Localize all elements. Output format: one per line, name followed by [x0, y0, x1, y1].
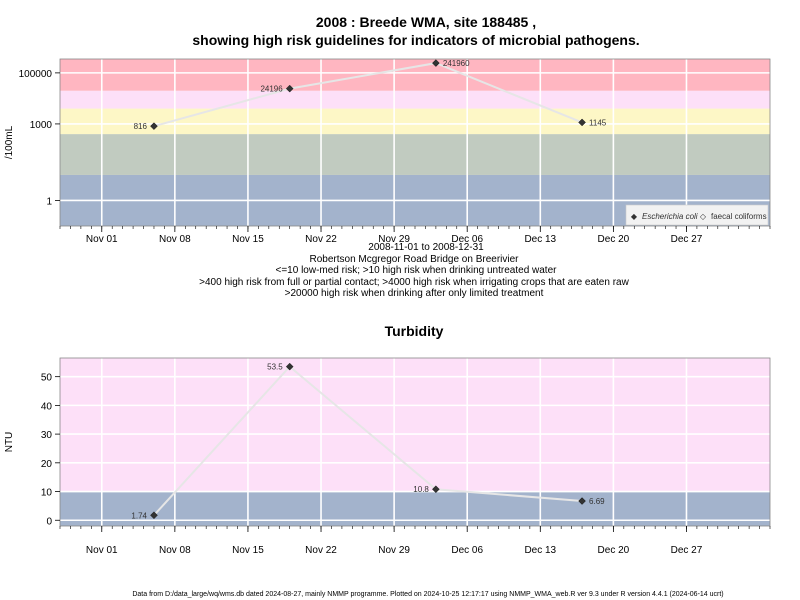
data-label: 241960	[443, 59, 470, 68]
data-label: 10.8	[413, 485, 429, 494]
x-tick-label: Nov 08	[159, 234, 191, 245]
chart1-title-line2: showing high risk guidelines for indicat…	[192, 32, 639, 48]
risk-band	[60, 358, 770, 492]
y-tick-label: 1	[46, 196, 52, 207]
x-tick-label: Dec 27	[671, 545, 703, 556]
y-tick-label: 50	[41, 373, 53, 384]
data-label: 6.69	[589, 497, 605, 506]
risk-band	[60, 59, 770, 91]
x-tick-label: Nov 22	[305, 545, 337, 556]
x-tick-label: Nov 01	[86, 234, 118, 245]
data-point	[150, 511, 158, 520]
x-tick-label: Dec 13	[524, 234, 556, 245]
data-label: 1145	[589, 118, 607, 127]
chart1-caption: 2008-11-01 to 2008-12-31 Robertson Mcgre…	[199, 242, 629, 299]
data-point	[432, 485, 440, 494]
chart1-title-line1: 2008 : Breede WMA, site 188485 ,	[316, 14, 536, 30]
series-line	[153, 62, 583, 128]
y-tick-label: 40	[41, 401, 53, 412]
x-tick-label: Nov 29	[378, 234, 410, 245]
legend-marker: ◆	[631, 212, 638, 221]
y-axis-label: NTU	[4, 432, 15, 453]
footer-note: Data from D:/data_large/wq/wms.db dated …	[132, 591, 723, 598]
chart2-title: Turbidity	[385, 323, 444, 339]
data-label: 1.74	[131, 511, 147, 520]
data-point	[285, 362, 294, 371]
caption-line: 2008-11-01 to 2008-12-31	[368, 242, 484, 253]
x-tick-label: Dec 20	[598, 545, 630, 556]
legend-marker: ◇	[700, 212, 707, 221]
x-tick-label: Nov 08	[159, 545, 191, 556]
legend-box	[625, 204, 769, 226]
risk-band	[60, 134, 770, 175]
data-label: 24196	[260, 85, 283, 94]
data-label: 53.5	[267, 363, 283, 372]
x-tick-label: Nov 15	[232, 234, 264, 245]
risk-band	[60, 90, 770, 109]
x-tick-label: Dec 13	[524, 545, 556, 556]
caption-line: <=10 low-med risk; >10 high risk when dr…	[276, 265, 558, 276]
legend: ◆ Escherichia coli ◇ faecal coliforms	[625, 204, 769, 226]
data-point	[578, 497, 586, 505]
y-tick-label: 20	[41, 459, 53, 470]
y-tick-label: 1000	[30, 120, 53, 131]
x-tick-label: Dec 06	[451, 545, 483, 556]
x-tick-label: Dec 06	[451, 234, 483, 245]
x-tick-label: Nov 01	[86, 545, 118, 556]
x-tick-label: Dec 27	[671, 234, 703, 245]
data-label: 816	[134, 122, 148, 131]
data-point	[432, 59, 440, 67]
data-point	[150, 122, 158, 130]
y-tick-label: 0	[46, 516, 52, 527]
data-point	[578, 118, 586, 127]
chart2-plot: 0 10 20 30 40 50 NTU Nov 01 Nov 08 Nov 15 Nov 22 No…	[4, 357, 771, 556]
y-tick-label: 30	[41, 430, 53, 441]
chart1-plot: 1 1000 100000/100mL Nov 01 Nov 08 Nov 15 Nov 2…	[4, 58, 771, 245]
y-tick-label: 100000	[19, 69, 53, 80]
x-tick-label: Nov 15	[232, 545, 264, 556]
caption-line: >20000 high risk when drinking after onl…	[285, 288, 544, 299]
data-point	[285, 84, 294, 93]
risk-band	[60, 108, 770, 135]
y-axis-label: /100mL	[4, 125, 15, 159]
x-tick-label: Nov 22	[305, 234, 337, 245]
caption-line: >400 high risk from full or partial cont…	[199, 277, 629, 288]
x-tick-label: Nov 29	[378, 545, 410, 556]
caption-line: Robertson Mcgregor Road Bridge on Breeri…	[310, 254, 520, 265]
y-tick-label: 10	[41, 488, 53, 499]
legend-label: faecal coliforms	[711, 212, 767, 221]
x-tick-label: Dec 20	[598, 234, 630, 245]
legend-label: Escherichia coli	[642, 212, 698, 221]
series-line	[153, 365, 583, 516]
